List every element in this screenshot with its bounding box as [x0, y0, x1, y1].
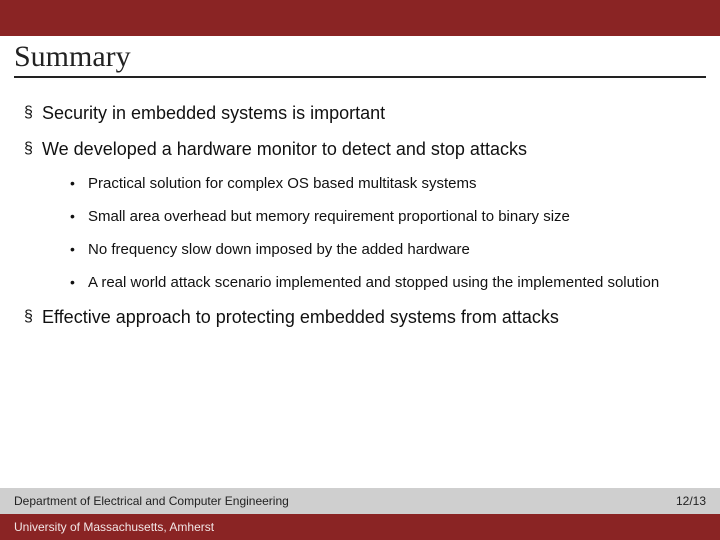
footer-dark-band: University of Massachusetts, Amherst: [0, 514, 720, 540]
sub-bullet-item: • No frequency slow down imposed by the …: [70, 240, 696, 259]
bullet-text: Effective approach to protecting embedde…: [42, 306, 696, 328]
sub-bullet-text: No frequency slow down imposed by the ad…: [88, 240, 696, 259]
top-band: [0, 0, 720, 36]
sub-bullet-text: Practical solution for complex OS based …: [88, 174, 696, 193]
bullet-item: § Effective approach to protecting embed…: [24, 306, 696, 328]
footer-department: Department of Electrical and Computer En…: [14, 494, 289, 508]
bullet-item: § Security in embedded systems is import…: [24, 102, 696, 124]
bullet-item: § We developed a hardware monitor to det…: [24, 138, 696, 160]
sub-bullet-item: • A real world attack scenario implement…: [70, 273, 696, 292]
title-wrap: Summary: [0, 36, 720, 74]
slide: Summary § Security in embedded systems i…: [0, 0, 720, 540]
dot-marker-icon: •: [70, 273, 88, 292]
bullet-text: Security in embedded systems is importan…: [42, 102, 696, 124]
footer-page-number: 12/13: [676, 494, 706, 508]
section-marker-icon: §: [24, 138, 42, 160]
section-marker-icon: §: [24, 306, 42, 328]
bullet-text: We developed a hardware monitor to detec…: [42, 138, 696, 160]
dot-marker-icon: •: [70, 174, 88, 193]
slide-title: Summary: [14, 40, 706, 74]
footer-grey-band: Department of Electrical and Computer En…: [0, 488, 720, 514]
sub-bullet-text: Small area overhead but memory requireme…: [88, 207, 696, 226]
dot-marker-icon: •: [70, 207, 88, 226]
footer-university: University of Massachusetts, Amherst: [14, 520, 214, 534]
sub-bullet-list: • Practical solution for complex OS base…: [70, 174, 696, 292]
sub-bullet-item: • Practical solution for complex OS base…: [70, 174, 696, 193]
sub-bullet-item: • Small area overhead but memory require…: [70, 207, 696, 226]
dot-marker-icon: •: [70, 240, 88, 259]
section-marker-icon: §: [24, 102, 42, 124]
sub-bullet-text: A real world attack scenario implemented…: [88, 273, 696, 292]
content-area: § Security in embedded systems is import…: [0, 78, 720, 488]
